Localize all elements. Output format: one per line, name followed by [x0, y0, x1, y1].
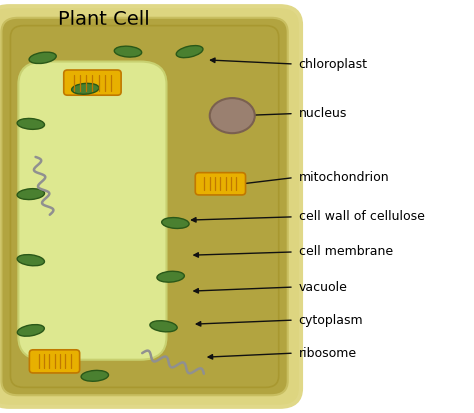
Text: nucleus: nucleus [299, 107, 347, 120]
Text: cytoplasm: cytoplasm [299, 313, 363, 327]
Ellipse shape [17, 119, 45, 129]
Ellipse shape [114, 46, 142, 57]
Ellipse shape [17, 189, 45, 199]
FancyBboxPatch shape [18, 62, 166, 360]
Ellipse shape [162, 218, 189, 228]
Ellipse shape [176, 45, 203, 58]
Ellipse shape [150, 321, 177, 332]
Ellipse shape [29, 52, 56, 64]
Text: Plant Cell: Plant Cell [58, 10, 150, 29]
FancyBboxPatch shape [195, 173, 246, 195]
Text: cell membrane: cell membrane [299, 245, 393, 259]
Text: cell wall of cellulose: cell wall of cellulose [299, 210, 425, 223]
Ellipse shape [210, 98, 255, 133]
FancyBboxPatch shape [0, 6, 301, 407]
Text: chloroplast: chloroplast [299, 57, 368, 71]
FancyBboxPatch shape [64, 70, 121, 95]
FancyBboxPatch shape [29, 350, 80, 373]
Ellipse shape [157, 271, 184, 282]
Ellipse shape [81, 370, 109, 381]
Ellipse shape [18, 325, 44, 336]
Text: ribosome: ribosome [299, 347, 357, 360]
Text: mitochondrion: mitochondrion [299, 171, 389, 184]
Ellipse shape [72, 83, 99, 94]
FancyBboxPatch shape [1, 18, 288, 395]
Ellipse shape [17, 255, 45, 266]
Text: vacuole: vacuole [299, 280, 347, 294]
